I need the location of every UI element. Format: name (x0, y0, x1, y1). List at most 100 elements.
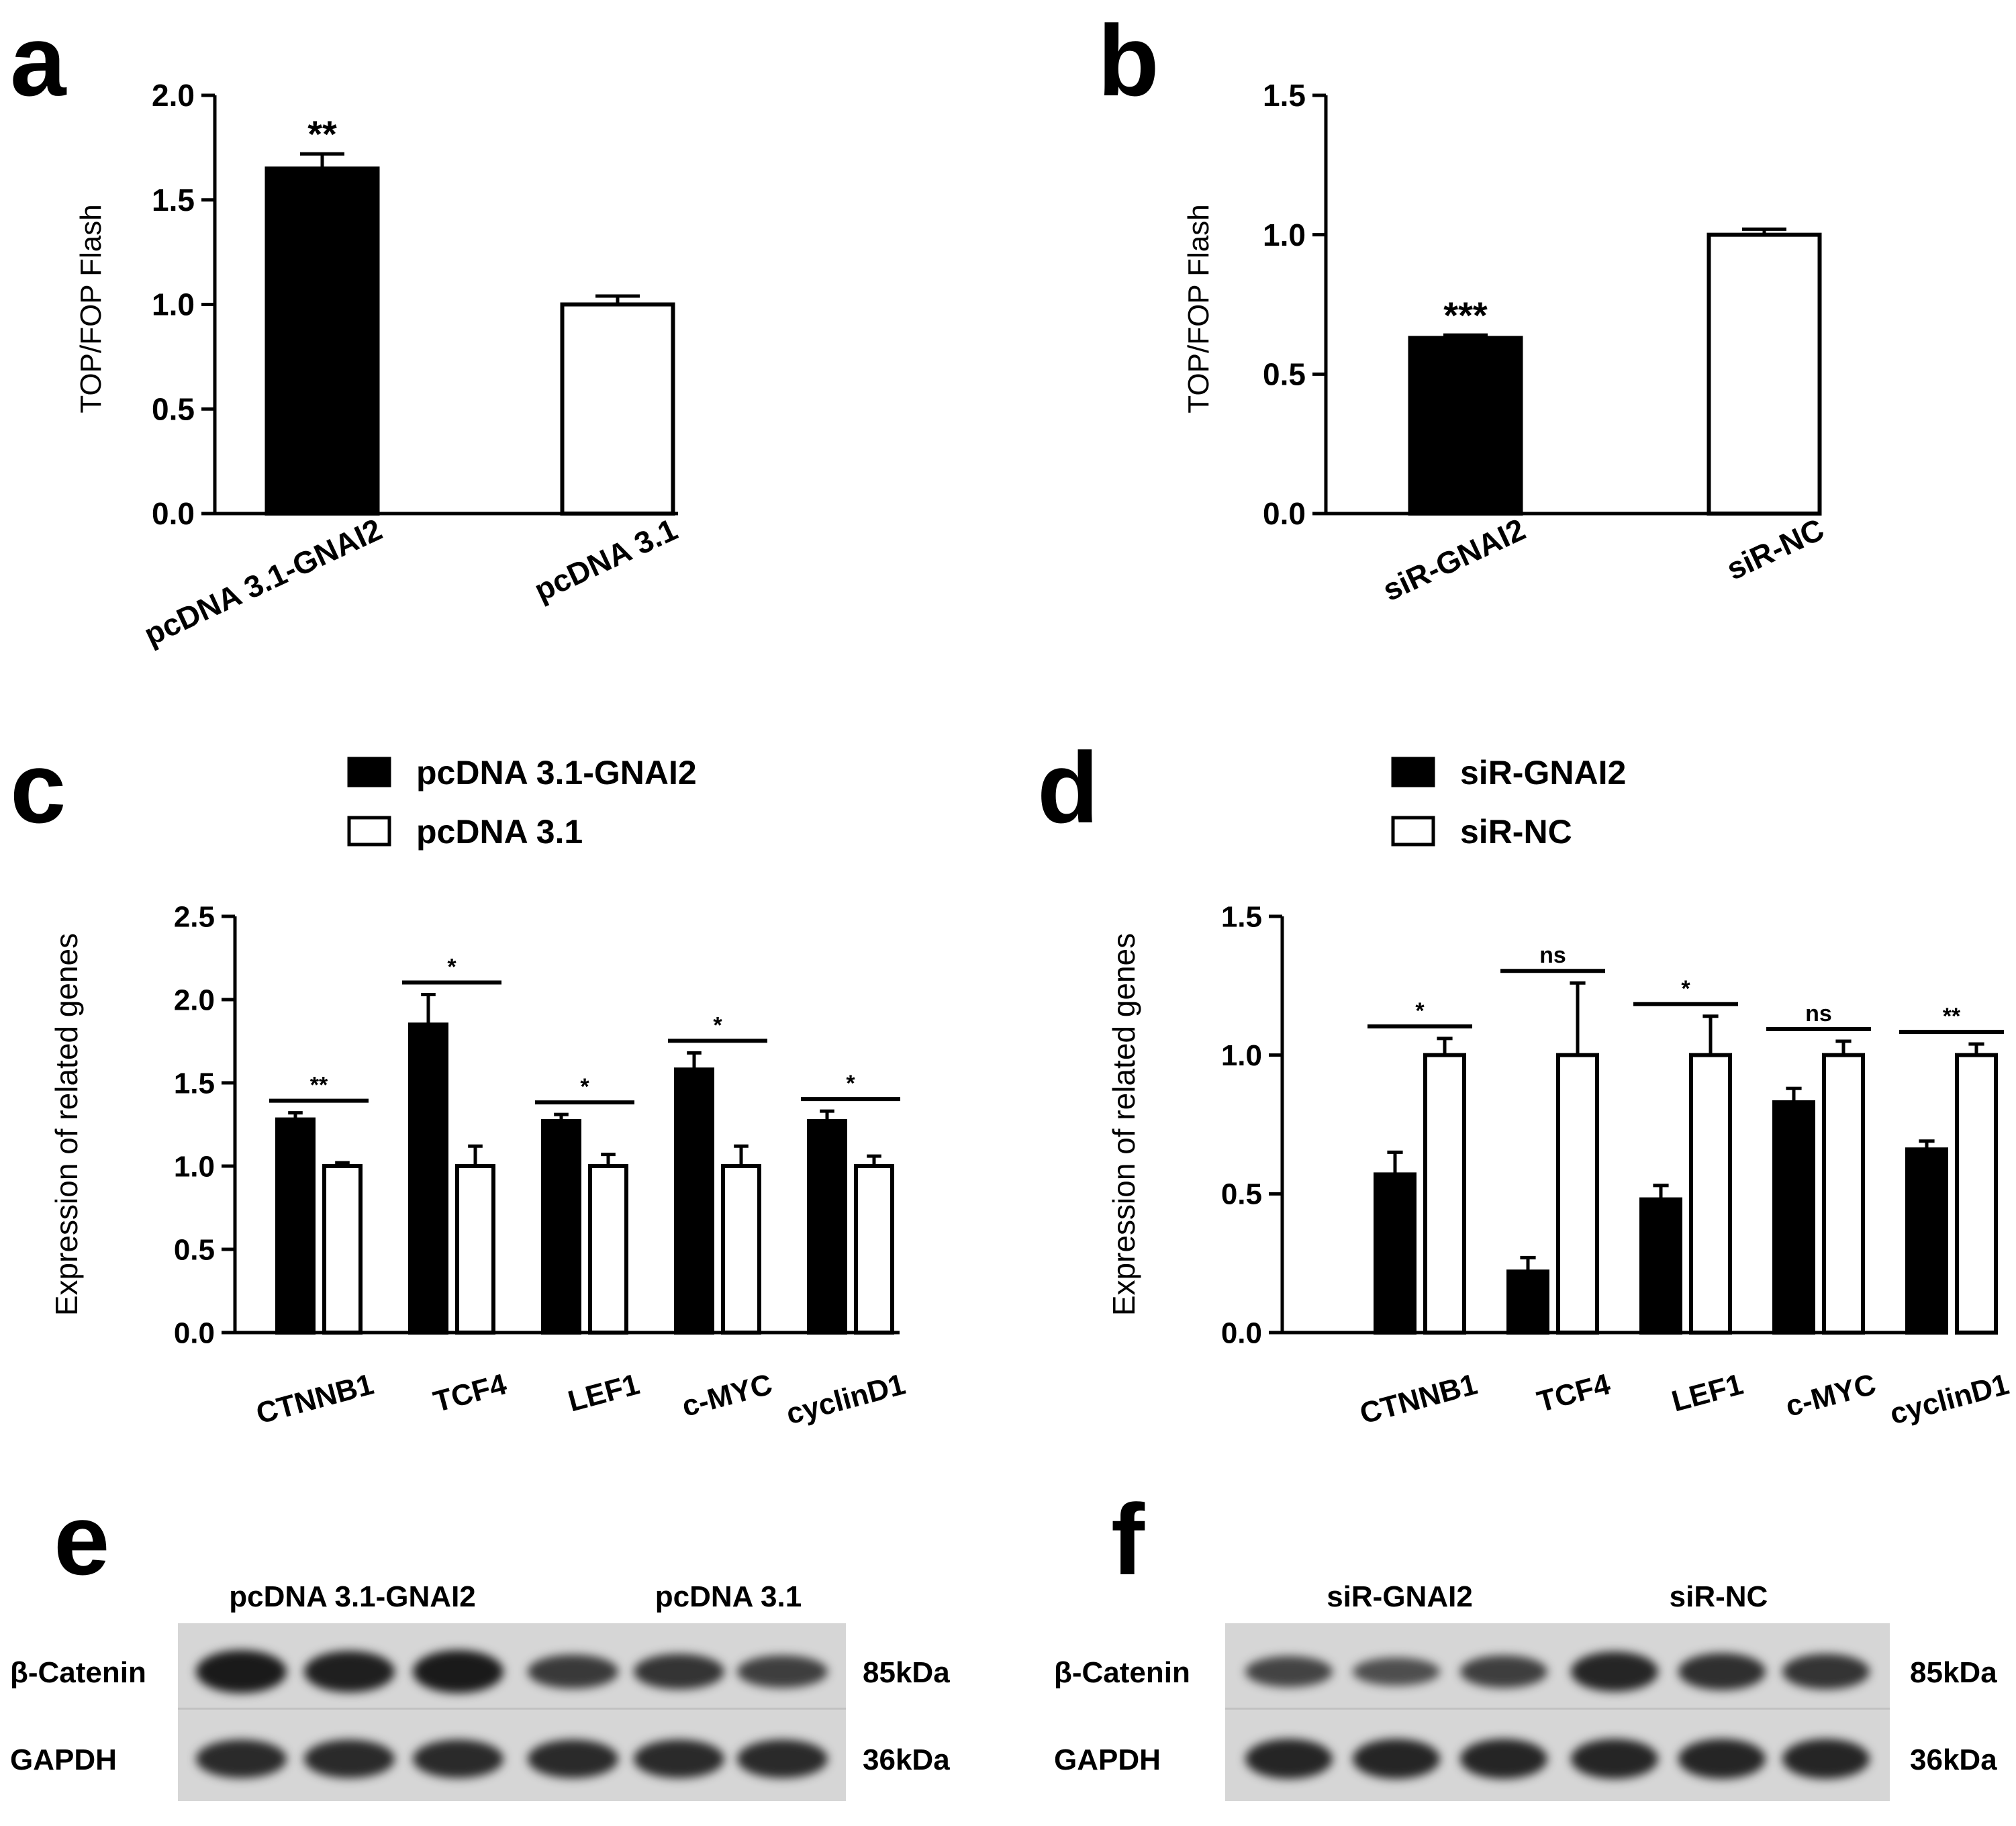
chart-panel-d: 0.0 0.5 1.0 1.5 Expression of related genes *… (1106, 754, 2013, 1431)
western-blot-e: pcDNA 3.1-GNAI2 pcDNA 3.1 β-Catenin 85kDa GA… (10, 1580, 950, 1801)
bar-filled (1772, 1100, 1815, 1335)
bar-open (1955, 1053, 1998, 1335)
y-tick-label: 1.0 (1221, 1039, 1262, 1072)
legend-label: pcDNA 3.1-GNAI2 (416, 754, 697, 791)
blot-band (304, 1651, 395, 1692)
blots-layer: pcDNA 3.1-GNAI2 pcDNA 3.1 β-Catenin 85kDa GA… (10, 1580, 1997, 1801)
bar (1707, 232, 1822, 516)
blot-band (1678, 1739, 1766, 1779)
panel-b-letter: b (1098, 4, 1159, 117)
blot-band (1571, 1739, 1658, 1779)
x-category-label: c-MYC (679, 1367, 776, 1423)
western-blot-f: siR-GNAI2 siR-NC β-Catenin 85kDa GAPDH 36kDa (1054, 1580, 1997, 1801)
blot-band (1571, 1651, 1658, 1692)
y-tick-label: 0.0 (152, 496, 195, 531)
x-category-label: LEF1 (1668, 1367, 1747, 1418)
significance-marker: * (1681, 976, 1690, 1002)
x-category-label: CTNNB1 (1357, 1367, 1481, 1431)
y-tick-label: 1.5 (1263, 78, 1306, 113)
blot-size-label: 36kDa (863, 1743, 950, 1776)
significance-marker: *** (1443, 294, 1488, 336)
x-category-label: TCF4 (1534, 1367, 1614, 1419)
x-category-label: pcDNA 3.1 (529, 512, 683, 608)
bar-open (1822, 1053, 1865, 1335)
legend-label: siR-NC (1460, 813, 1572, 851)
blot-group-label: pcDNA 3.1-GNAI2 (229, 1580, 476, 1613)
blot-band (413, 1739, 503, 1778)
y-tick-label: 1.0 (152, 287, 195, 322)
blot-size-label: 36kDa (1910, 1743, 1997, 1776)
legend-swatch (347, 816, 391, 847)
x-category-label: LEF1 (565, 1367, 643, 1418)
x-category-label: cyclinD1 (783, 1367, 908, 1431)
significance-marker: * (1415, 998, 1425, 1024)
blot-band (304, 1739, 395, 1778)
significance-marker: ** (310, 1073, 328, 1098)
blot-band (528, 1654, 618, 1689)
y-tick-label: 2.0 (152, 78, 195, 113)
legend-label: siR-GNAI2 (1460, 754, 1626, 791)
x-category-label: cyclinD1 (1886, 1367, 2012, 1431)
significance-marker: ns (1805, 1001, 1832, 1026)
blot-band (196, 1650, 287, 1693)
blot-membrane (1225, 1623, 1890, 1801)
x-category-label: TCF4 (430, 1367, 510, 1419)
blot-band (1678, 1653, 1766, 1690)
y-axis-label: TOP/FOP Flash (1182, 204, 1215, 413)
y-tick-label: 1.0 (174, 1150, 215, 1183)
y-tick-label: 0.0 (174, 1316, 215, 1349)
blot-band (634, 1739, 724, 1778)
y-tick-label: 0.0 (1221, 1316, 1262, 1349)
significance-marker: * (713, 1012, 722, 1038)
blot-band (1782, 1653, 1870, 1690)
blot-band (196, 1739, 287, 1778)
bar (560, 302, 675, 516)
x-category-label: CTNNB1 (253, 1367, 377, 1431)
blot-band (737, 1655, 828, 1688)
chart-panel-c: 0.0 0.5 1.0 1.5 2.0 2.5 Expression of related … (49, 754, 909, 1431)
bar-open (588, 1164, 628, 1335)
significance-marker: ** (307, 113, 337, 155)
bar-filled (674, 1067, 714, 1335)
significance-marker: * (447, 955, 457, 980)
bar-open (1423, 1053, 1466, 1335)
blot-band (1460, 1655, 1547, 1688)
y-tick-label: 1.0 (1263, 218, 1306, 252)
x-category-label: c-MYC (1782, 1367, 1880, 1423)
bar (1408, 336, 1523, 516)
blot-protein-label: β-Catenin (10, 1656, 146, 1689)
blot-size-label: 85kDa (1910, 1656, 1997, 1689)
bar-filled (807, 1119, 847, 1335)
bar (265, 166, 380, 516)
legend-swatch (1391, 757, 1435, 787)
y-tick-label: 0.5 (1221, 1178, 1262, 1211)
blot-band (1353, 1657, 1440, 1686)
y-tick-label: 0.5 (174, 1233, 215, 1266)
x-category-label: pcDNA 3.1-GNAI2 (138, 512, 387, 653)
bar-filled (1506, 1269, 1549, 1335)
bar-filled (408, 1022, 448, 1335)
blot-membrane (178, 1623, 846, 1801)
bar-open (854, 1164, 894, 1335)
bar-filled (1639, 1197, 1682, 1335)
blot-group-label: pcDNA 3.1 (655, 1580, 802, 1613)
panel-f-letter: f (1111, 1483, 1145, 1596)
chart-panel-a: 0.0 0.5 1.0 1.5 2.0 TOP/FOP Flash ** pcDNA 3.1-… (75, 78, 683, 652)
y-tick-label: 1.5 (1221, 900, 1262, 933)
panel-e-letter: e (54, 1483, 109, 1596)
y-tick-label: 0.5 (1263, 356, 1306, 391)
y-tick-label: 1.5 (174, 1067, 215, 1100)
blot-group-label: siR-GNAI2 (1327, 1580, 1473, 1613)
x-category-label: siR-GNAI2 (1378, 512, 1531, 608)
x-category-label: siR-NC (1721, 512, 1829, 587)
panel-a-letter: a (10, 4, 67, 117)
y-tick-label: 2.0 (174, 983, 215, 1016)
blot-group-label: siR-NC (1670, 1580, 1768, 1613)
blot-band (737, 1739, 828, 1778)
panel-c-letter: c (10, 731, 66, 844)
y-tick-label: 2.5 (174, 900, 215, 933)
bar-filled (541, 1119, 581, 1335)
blot-band (1245, 1739, 1333, 1779)
